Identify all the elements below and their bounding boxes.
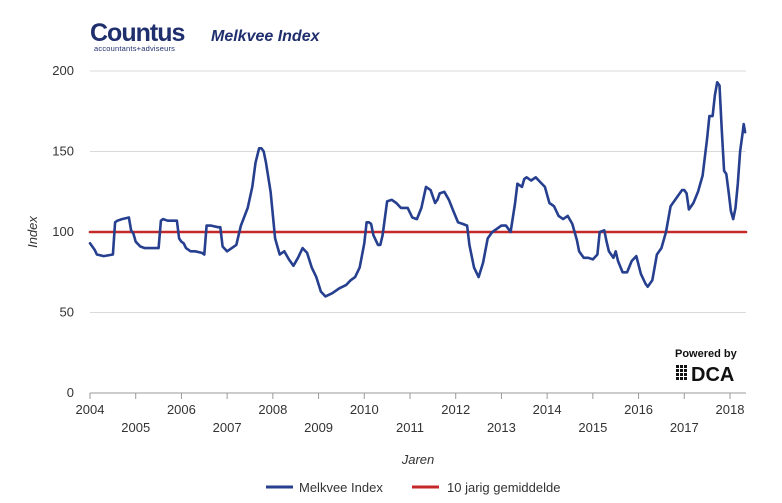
x-tick-label: 2012 <box>441 402 470 417</box>
y-tick-label: 200 <box>52 63 74 78</box>
x-tick-label: 2006 <box>167 402 196 417</box>
y-axis-ticks: 0 50 100 150 200 <box>52 63 74 400</box>
countus-logo: Countus accountants+adviseurs <box>90 19 185 53</box>
x-tick-label: 2007 <box>213 420 242 435</box>
logo-tagline: accountants+adviseurs <box>94 44 175 53</box>
x-tick-label: 2015 <box>578 420 607 435</box>
x-tick-label: 2013 <box>487 420 516 435</box>
x-tick-label: 2018 <box>716 402 745 417</box>
x-tick-label: 2008 <box>258 402 287 417</box>
y-tick-label: 150 <box>52 144 74 159</box>
y-tick-label: 100 <box>52 224 74 239</box>
y-tick-label: 50 <box>60 305 74 320</box>
x-tick-label: 2011 <box>396 420 424 435</box>
x-tick-label: 2010 <box>350 402 379 417</box>
y-axis-title: Index <box>25 216 40 248</box>
dca-grid-icon <box>676 365 687 380</box>
x-tick-label: 2017 <box>670 420 699 435</box>
x-tick-label: 2009 <box>304 420 333 435</box>
x-tick-label: 2004 <box>76 402 105 417</box>
legend-label-10-jarig-gemiddelde: 10 jarig gemiddelde <box>447 480 560 495</box>
x-tick-label: 2016 <box>624 402 653 417</box>
gridlines <box>89 70 746 399</box>
chart-title: Melkvee Index <box>211 28 321 45</box>
x-axis-title: Jaren <box>401 452 435 467</box>
x-tick-label: 2014 <box>533 402 562 417</box>
melkvee-index-line <box>88 81 747 298</box>
legend: Melkvee Index 10 jarig gemiddelde <box>266 480 560 495</box>
series-layer <box>88 81 748 298</box>
dca-wordmark: DCA <box>691 364 734 386</box>
logo-wordmark: Countus <box>90 19 184 47</box>
x-tick-label: 2005 <box>121 420 150 435</box>
legend-label-melkvee-index: Melkvee Index <box>299 480 383 495</box>
powered-by-dca-logo: Powered by DCA <box>675 348 738 386</box>
x-axis-ticks: 2004 2006 2008 2010 2012 2014 2016 2018 2005 2007… <box>76 402 745 435</box>
y-tick-label: 0 <box>67 385 74 400</box>
powered-by-label: Powered by <box>675 348 738 360</box>
